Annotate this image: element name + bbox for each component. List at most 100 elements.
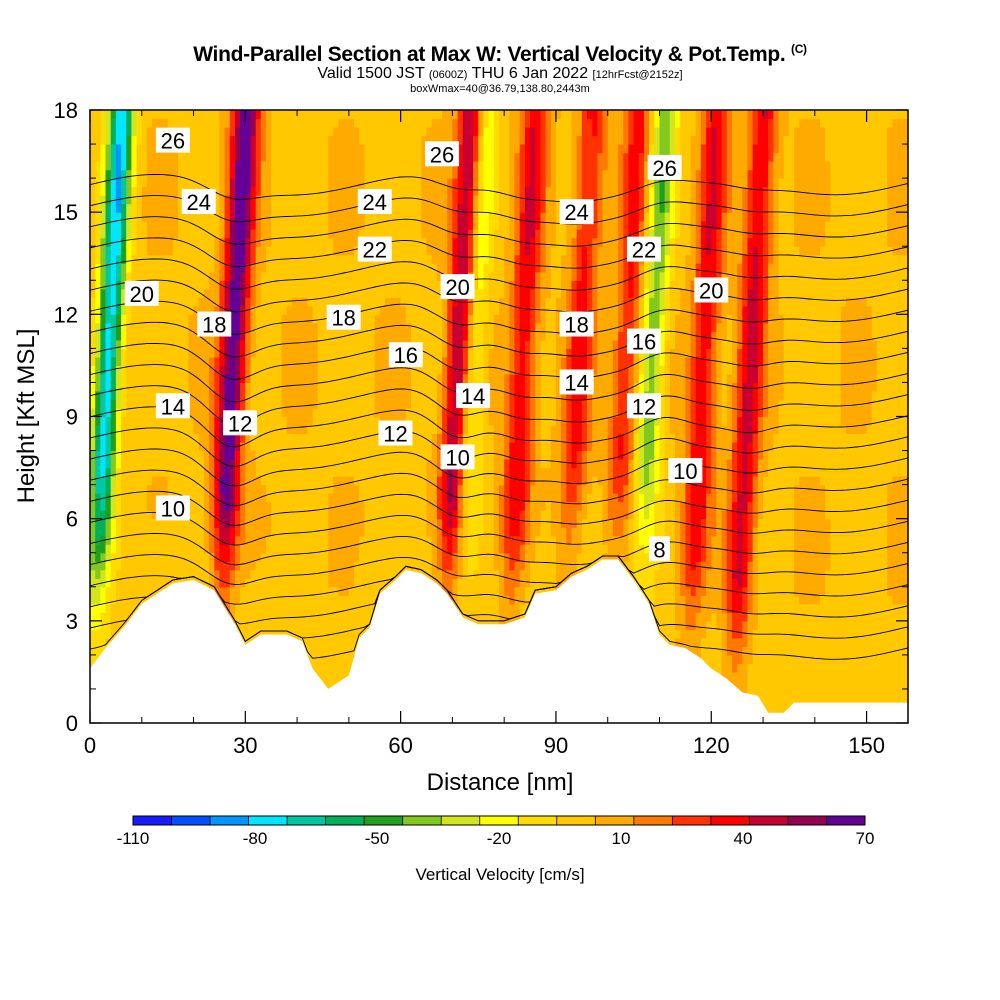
heatmap-cell xyxy=(266,603,272,613)
heatmap-cell xyxy=(214,365,221,375)
heatmap-cell xyxy=(276,322,283,332)
heatmap-cell xyxy=(105,442,112,452)
heatmap-cell xyxy=(121,620,127,630)
heatmap-cell xyxy=(198,399,205,409)
heatmap-cell xyxy=(374,339,381,349)
heatmap-cell xyxy=(286,203,293,213)
heatmap-cell xyxy=(328,467,334,477)
heatmap-cell xyxy=(229,450,236,460)
heatmap-cell xyxy=(146,178,153,188)
heatmap-cell xyxy=(307,271,314,281)
heatmap-cell xyxy=(431,501,438,511)
heatmap-cell xyxy=(354,246,360,256)
heatmap-cell xyxy=(126,527,132,537)
heatmap-cell xyxy=(271,288,277,298)
heatmap-cell xyxy=(198,442,205,452)
heatmap-cell xyxy=(354,127,360,137)
heatmap-cell xyxy=(250,186,257,196)
heatmap-cell xyxy=(354,203,360,213)
heatmap-cell xyxy=(193,484,200,494)
heatmap-cell xyxy=(209,476,215,486)
heatmap-cell xyxy=(240,348,246,358)
heatmap-cell xyxy=(271,195,277,205)
heatmap-cell xyxy=(281,561,288,571)
heatmap-cell xyxy=(224,212,231,222)
heatmap-cell xyxy=(245,450,252,460)
heatmap-cell xyxy=(328,254,334,264)
heatmap-cell xyxy=(395,271,402,281)
heatmap-cell xyxy=(359,271,365,281)
heatmap-cell xyxy=(348,297,355,307)
heatmap-cell xyxy=(90,144,96,154)
heatmap-cell xyxy=(291,535,298,545)
heatmap-cell xyxy=(369,552,376,562)
heatmap-cell xyxy=(178,110,184,120)
heatmap-cell xyxy=(442,118,448,128)
heatmap-cell xyxy=(136,254,143,264)
heatmap-cell xyxy=(100,246,107,256)
heatmap-cell xyxy=(312,612,319,622)
heatmap-cell xyxy=(348,144,355,154)
heatmap-cell xyxy=(266,118,272,128)
heatmap-cell xyxy=(281,442,288,452)
heatmap-cell xyxy=(100,297,107,307)
heatmap-cell xyxy=(100,152,107,162)
heatmap-cell xyxy=(426,322,433,332)
heatmap-cell xyxy=(193,433,200,443)
heatmap-cell xyxy=(152,161,158,171)
heatmap-cell xyxy=(100,254,107,264)
heatmap-cell xyxy=(281,459,288,469)
heatmap-cell xyxy=(209,544,215,554)
heatmap-cell xyxy=(291,552,298,562)
heatmap-cell xyxy=(323,203,329,213)
heatmap-cell xyxy=(338,552,345,562)
heatmap-cell xyxy=(105,110,112,120)
heatmap-cell xyxy=(307,612,314,622)
heatmap-cell xyxy=(369,127,376,137)
heatmap-cell xyxy=(307,654,314,664)
heatmap-cell xyxy=(302,501,309,511)
heatmap-cell xyxy=(426,280,433,290)
heatmap-cell xyxy=(131,195,138,205)
heatmap-cell xyxy=(416,467,422,477)
heatmap-cell xyxy=(395,373,402,383)
heatmap-cell xyxy=(214,152,221,162)
heatmap-cell xyxy=(146,135,153,145)
heatmap-cell xyxy=(431,110,438,120)
heatmap-cell xyxy=(436,237,443,247)
heatmap-cell xyxy=(421,161,428,171)
heatmap-cell xyxy=(426,493,433,503)
heatmap-cell xyxy=(178,322,184,332)
heatmap-cell xyxy=(240,535,246,545)
heatmap-cell xyxy=(198,425,205,435)
heatmap-cell xyxy=(385,476,391,486)
heatmap-cell xyxy=(240,442,246,452)
heatmap-cell xyxy=(369,135,376,145)
heatmap-cell xyxy=(338,297,345,307)
heatmap-cell xyxy=(307,467,314,477)
heatmap-cell xyxy=(317,144,324,154)
heatmap-cell xyxy=(183,433,189,443)
heatmap-cell xyxy=(115,288,122,298)
heatmap-cell xyxy=(245,314,252,324)
heatmap-cell xyxy=(95,169,101,179)
heatmap-cell xyxy=(359,382,365,392)
heatmap-cell xyxy=(286,629,293,639)
heatmap-cell xyxy=(115,501,122,511)
heatmap-cell xyxy=(157,288,164,298)
heatmap-cell xyxy=(214,280,221,290)
heatmap-cell xyxy=(354,135,360,145)
heatmap-cell xyxy=(214,382,221,392)
heatmap-cell xyxy=(193,356,200,366)
heatmap-cell xyxy=(126,493,132,503)
heatmap-cell xyxy=(374,144,381,154)
heatmap-cell xyxy=(323,569,329,579)
heatmap-cell xyxy=(338,152,345,162)
heatmap-cell xyxy=(291,280,298,290)
heatmap-cell xyxy=(162,178,169,188)
heatmap-cell xyxy=(240,220,246,230)
heatmap-cell xyxy=(209,305,215,315)
heatmap-cell xyxy=(115,186,122,196)
heatmap-cell xyxy=(312,110,319,120)
heatmap-cell xyxy=(172,535,179,545)
